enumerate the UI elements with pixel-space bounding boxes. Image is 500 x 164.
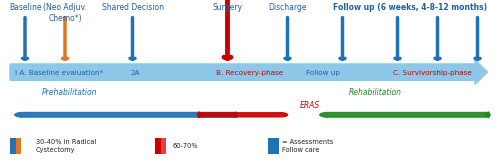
Text: Surgery: Surgery (212, 3, 242, 12)
Bar (10, 138, 16, 154)
Polygon shape (320, 113, 488, 117)
Polygon shape (15, 113, 235, 117)
FancyArrow shape (10, 60, 488, 84)
Bar (155, 138, 161, 154)
Bar (268, 138, 274, 154)
Text: 60-70%: 60-70% (172, 143, 198, 149)
Text: Follow up: Follow up (306, 70, 340, 76)
Text: (Neo Adjuv.
Chemo*): (Neo Adjuv. Chemo*) (43, 3, 87, 23)
Text: Shared Decision: Shared Decision (102, 3, 164, 12)
Text: I A. Baseline evaluation*: I A. Baseline evaluation* (15, 70, 103, 76)
Text: Discharge: Discharge (268, 3, 307, 12)
Text: C. Survivorship-phase: C. Survivorship-phase (393, 70, 472, 76)
Polygon shape (200, 113, 288, 117)
Bar (16, 138, 21, 154)
Text: Prehabilitation: Prehabilitation (42, 88, 98, 97)
Text: Follow up (6 weeks, 4-8-12 months): Follow up (6 weeks, 4-8-12 months) (333, 3, 487, 12)
Text: B. Recovery-phase: B. Recovery-phase (216, 70, 284, 76)
Text: 2A: 2A (130, 70, 140, 76)
Bar (274, 138, 278, 154)
Text: ERAS: ERAS (300, 101, 320, 110)
Text: Rehabilitation: Rehabilitation (348, 88, 402, 97)
Text: 30-40% in Radical
Cystectomy: 30-40% in Radical Cystectomy (36, 139, 96, 153)
Text: Baseline: Baseline (9, 3, 41, 12)
Text: = Assessments
Follow care: = Assessments Follow care (282, 139, 334, 153)
Bar (161, 138, 166, 154)
